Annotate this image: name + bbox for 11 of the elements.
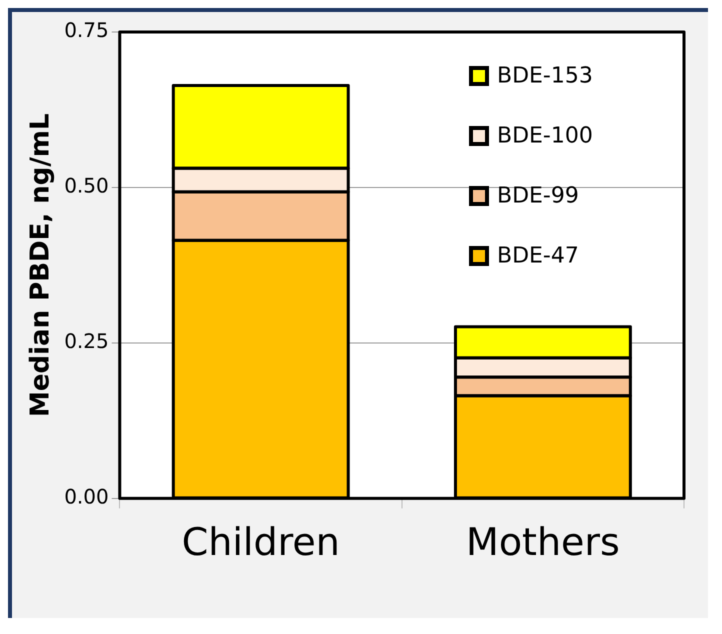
y-axis-title: Median PBDE, ng/mL <box>25 113 56 417</box>
y-tick-label: 0.00 <box>64 484 109 509</box>
legend-label: BDE-153 <box>497 64 593 89</box>
legend-label: BDE-100 <box>497 124 593 149</box>
x-tick-label: Children <box>182 520 340 564</box>
y-tick-label: 0.75 <box>64 18 109 42</box>
legend-label: BDE-47 <box>497 244 579 269</box>
y-tick-label: 0.50 <box>64 174 109 198</box>
y-tick-label: 0.25 <box>64 329 109 354</box>
legend-label: BDE-99 <box>497 184 579 209</box>
x-tick-label: Mothers <box>466 520 620 564</box>
